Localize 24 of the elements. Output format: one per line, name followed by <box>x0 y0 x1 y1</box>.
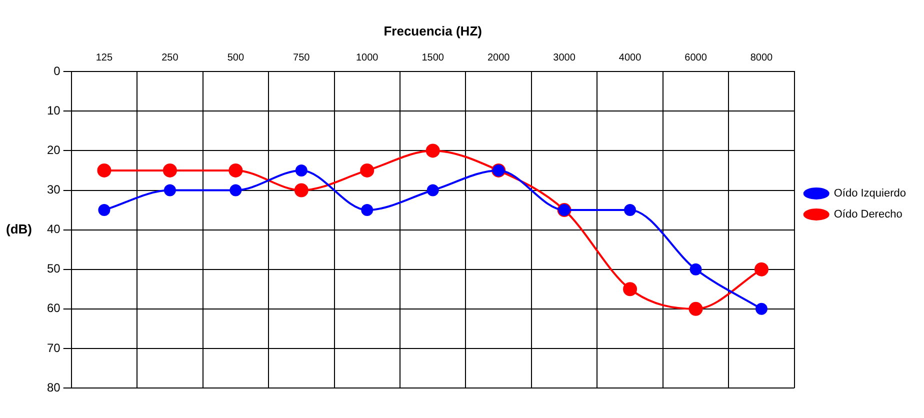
y-tick-label: 80 <box>46 380 61 394</box>
y-tick-label: 0 <box>54 64 61 78</box>
y-tick-label: 30 <box>46 182 61 197</box>
x-tick-label: 2000 <box>487 52 510 64</box>
x-tick-label: 6000 <box>684 52 708 64</box>
y-tick-label: 40 <box>46 222 61 236</box>
legend-label: Oído Derecho <box>834 208 902 221</box>
x-axis-title: Frecuencia (HZ) <box>384 23 482 38</box>
y-tick-label: 20 <box>46 143 61 158</box>
x-tick-label: 1000 <box>356 52 379 64</box>
x-tick-label: 750 <box>293 52 310 64</box>
x-tick-label: 4000 <box>618 52 642 64</box>
y-tick-label: 10 <box>46 103 61 118</box>
y-tick-label: 50 <box>46 262 61 276</box>
x-tick-label: 8000 <box>750 52 774 64</box>
y-tick-label: 60 <box>46 301 61 316</box>
x-tick-label: 125 <box>96 52 113 64</box>
legend-label: Oído Izquierdo <box>834 188 906 200</box>
x-tick-label: 250 <box>162 52 179 64</box>
x-tick-label: 1500 <box>422 52 444 64</box>
x-tick-label: 3000 <box>553 52 576 64</box>
y-axis-title: (dB) <box>6 221 32 236</box>
y-tick-label: 70 <box>46 340 61 355</box>
x-tick-label: 500 <box>227 52 244 64</box>
